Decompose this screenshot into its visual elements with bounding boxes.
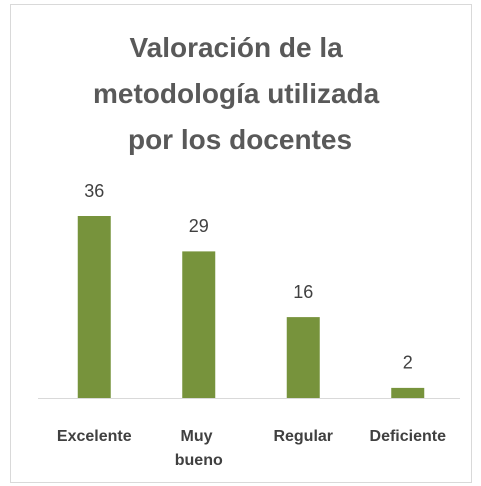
data-label: 36 (84, 181, 104, 201)
x-tick-label: Deficiente (370, 428, 447, 445)
x-tick-label: Muy bueno (175, 428, 223, 469)
bar (286, 317, 320, 398)
x-tick-label: Excelente (57, 428, 132, 445)
data-label: 2 (403, 353, 413, 373)
bar (77, 216, 111, 398)
data-label: 29 (189, 216, 209, 236)
data-label: 16 (293, 282, 313, 302)
bar (182, 251, 216, 398)
chart-title: Valoración de la metodología utilizada p… (93, 32, 387, 155)
x-tick-label: Regular (273, 428, 333, 445)
bar (391, 387, 425, 398)
